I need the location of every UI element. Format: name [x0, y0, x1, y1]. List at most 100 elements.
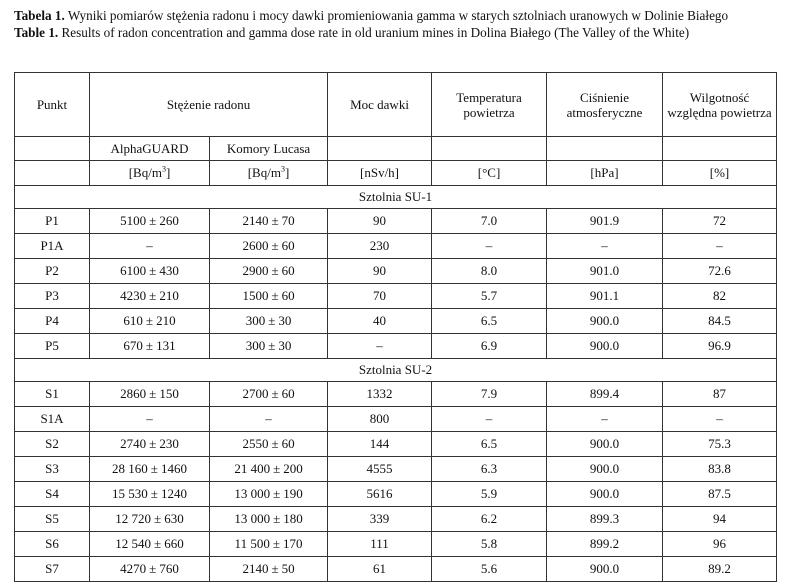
cell-pressure: 899.4	[546, 381, 664, 407]
cell-value: 2700	[242, 386, 269, 401]
header-empty-cell	[14, 160, 90, 186]
cell-lucas: 2550 ±60	[208, 431, 329, 457]
header-row-main: Punkt Stężenie radonu Moc dawki Temperat…	[14, 72, 778, 137]
cell-dose: 111	[327, 531, 433, 557]
cell-pressure: –	[546, 406, 664, 432]
cell-dose: –	[327, 333, 433, 359]
cell-point: P4	[14, 308, 90, 334]
cell-humidity: 84.5	[662, 308, 778, 334]
cell-temperature: 5.8	[431, 531, 548, 557]
cell-uncertainty: 50	[281, 561, 295, 576]
cell-value: 21 400	[234, 461, 271, 476]
cell-value: 12 720	[115, 511, 152, 526]
cell-alphaguard: –	[89, 406, 210, 432]
cell-humidity: 89.2	[662, 556, 778, 582]
caption-english-label: Table 1.	[14, 24, 59, 40]
cell-pressure: 900.0	[546, 431, 664, 457]
header-humidity: Wilgotność względna powietrza	[662, 72, 778, 137]
cell-humidity: 82	[662, 283, 778, 309]
cell-uncertainty: 170	[282, 536, 303, 551]
plus-minus-sign: ±	[271, 238, 279, 253]
table-row: S4 15 530 ±1240 13 000 ±190 5616 5.9 900.0 87.5	[14, 481, 778, 507]
cell-dose: 339	[327, 506, 433, 532]
cell-value: –	[146, 411, 153, 426]
cell-uncertainty: 210	[156, 313, 176, 328]
unit-radon-lucas: [Bq/m3]	[208, 160, 329, 186]
cell-lucas: 300 ±30	[208, 308, 329, 334]
cell-temperature: 7.0	[431, 208, 548, 234]
plus-minus-sign: ±	[273, 511, 281, 526]
cell-value: 4230	[120, 288, 147, 303]
table-row: S6 12 540 ±660 11 500 ±170 111 5.8 899.2 96	[14, 531, 778, 557]
plus-minus-sign: ±	[271, 263, 279, 278]
cell-uncertainty: 30	[278, 313, 292, 328]
cell-point: S1	[14, 381, 90, 407]
cell-uncertainty: 60	[281, 238, 295, 253]
cell-uncertainty: 30	[278, 338, 292, 353]
header-row-units: [Bq/m3] [Bq/m3] [nSv/h] [°C] [hPa] [%]	[14, 160, 778, 186]
header-empty-cell	[14, 136, 90, 161]
cell-value: 5100	[120, 213, 147, 228]
cell-humidity: –	[662, 233, 778, 259]
cell-value: 2140	[242, 561, 269, 576]
cell-temperature: –	[431, 233, 548, 259]
cell-pressure: 900.0	[546, 456, 664, 482]
cell-uncertainty: 430	[159, 263, 179, 278]
cell-dose: 90	[327, 208, 433, 234]
plus-minus-sign: ±	[149, 213, 157, 228]
cell-temperature: 8.0	[431, 258, 548, 284]
plus-minus-sign: ±	[149, 386, 157, 401]
cell-alphaguard: 4230 ±210	[89, 283, 210, 309]
table-row: S7 4270 ±760 2140 ±50 61 5.6 900.0 89.2	[14, 556, 778, 582]
cell-dose: 800	[327, 406, 433, 432]
table-row: S2 2740 ±230 2550 ±60 144 6.5 900.0 75.3	[14, 431, 778, 457]
cell-dose: 230	[327, 233, 433, 259]
plus-minus-sign: ±	[145, 338, 154, 353]
table-row: P3 4230 ±210 1500 ±60 70 5.7 901.1 82	[14, 283, 778, 309]
table-row: S1 2860 ±150 2700 ±60 1332 7.9 899.4 87	[14, 381, 778, 407]
plus-minus-sign: ±	[268, 338, 276, 353]
cell-point: S6	[14, 531, 90, 557]
plus-minus-sign: ±	[149, 288, 157, 303]
plus-minus-sign: ±	[145, 313, 154, 328]
cell-alphaguard: 2860 ±150	[89, 381, 210, 407]
table-row: P1 5100 ±260 2140 ±70 90 7.0 901.9 72	[14, 208, 778, 234]
caption-english: Table 1. Results of radon concentration …	[14, 25, 776, 41]
table-row: S3 28 160 ±1460 21 400 ±200 4555 6.3 900.0 83.8	[14, 456, 778, 482]
caption-polish-label: Tabela 1.	[14, 8, 65, 23]
plus-minus-sign: ±	[149, 561, 157, 576]
cell-lucas: 13 000 ±190	[208, 481, 329, 507]
cell-value: 610	[123, 313, 143, 328]
unit-humidity: [%]	[662, 160, 778, 186]
cell-lucas: 21 400 ±200	[208, 456, 329, 482]
table-row: P2 6100 ±430 2900 ±60 90 8.0 901.0 72.6	[14, 258, 778, 284]
cell-dose: 90	[327, 258, 433, 284]
table-body: Sztolnia SU-1 P1 5100 ±260 2140 ±70 90 7.0 901.9…	[13, 185, 778, 582]
section-title: Sztolnia SU-1	[13, 185, 778, 209]
cell-lucas: 2900 ±60	[208, 258, 329, 284]
cell-dose: 1332	[327, 381, 433, 407]
plus-minus-sign: ±	[154, 511, 162, 526]
cell-point: P1	[14, 208, 90, 234]
cell-humidity: 75.3	[662, 431, 778, 457]
unit-radon-alphaguard: [Bq/m3]	[89, 160, 210, 186]
cell-uncertainty: 190	[283, 486, 303, 501]
cell-value: 2550	[242, 436, 269, 451]
cell-point: S1A	[14, 406, 90, 432]
cell-uncertainty: 630	[164, 511, 184, 526]
cell-uncertainty: 131	[156, 338, 176, 353]
cell-value: 2600	[242, 238, 269, 253]
table-row: S1A – –800– – –	[14, 406, 778, 432]
cell-uncertainty: 660	[164, 536, 184, 551]
cell-alphaguard: 670 ±131	[89, 333, 210, 359]
cell-humidity: 94	[662, 506, 778, 532]
plus-minus-sign: ±	[154, 536, 162, 551]
cell-value: 2740	[120, 436, 147, 451]
cell-humidity: 96	[662, 531, 778, 557]
cell-lucas: 11 500 ±170	[208, 531, 329, 557]
header-empty-cell	[546, 136, 664, 161]
cell-uncertainty: 760	[159, 561, 179, 576]
plus-minus-sign: ±	[271, 288, 279, 303]
plus-minus-sign: ±	[149, 436, 157, 451]
cell-humidity: 87.5	[662, 481, 778, 507]
